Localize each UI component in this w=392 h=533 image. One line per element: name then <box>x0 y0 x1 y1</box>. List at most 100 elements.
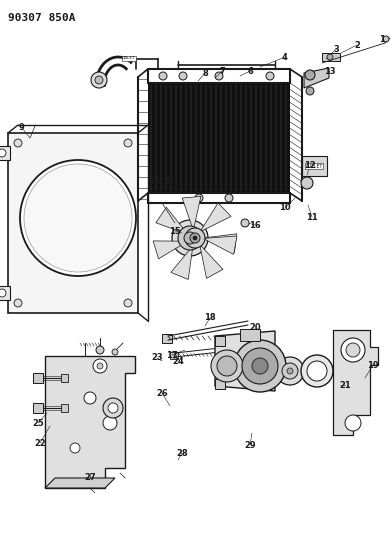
Text: 27: 27 <box>84 473 96 482</box>
Circle shape <box>95 76 103 84</box>
Circle shape <box>215 72 223 80</box>
Circle shape <box>96 346 104 354</box>
Text: 20: 20 <box>249 324 261 333</box>
Circle shape <box>14 139 22 147</box>
Circle shape <box>252 358 268 374</box>
Bar <box>61 404 68 412</box>
Text: 12: 12 <box>304 160 316 169</box>
Text: 3: 3 <box>333 44 339 53</box>
Polygon shape <box>302 156 327 176</box>
Polygon shape <box>171 246 193 279</box>
Circle shape <box>341 338 365 362</box>
Text: 1: 1 <box>379 35 385 44</box>
Bar <box>215 336 225 346</box>
Polygon shape <box>203 236 237 254</box>
Text: 5: 5 <box>165 177 171 187</box>
Circle shape <box>242 348 278 384</box>
Circle shape <box>124 299 132 307</box>
Circle shape <box>112 349 118 355</box>
Bar <box>0 146 10 160</box>
Circle shape <box>20 160 136 276</box>
Text: 17: 17 <box>166 351 178 359</box>
Circle shape <box>306 87 314 95</box>
Circle shape <box>0 289 6 297</box>
Polygon shape <box>322 53 340 61</box>
Polygon shape <box>153 241 188 259</box>
Polygon shape <box>333 330 378 435</box>
Bar <box>240 329 260 341</box>
Circle shape <box>307 361 327 381</box>
Text: 4: 4 <box>282 52 288 61</box>
Circle shape <box>225 194 233 202</box>
Text: 21: 21 <box>339 381 351 390</box>
Text: 29: 29 <box>244 440 256 449</box>
Circle shape <box>282 363 298 379</box>
Circle shape <box>184 232 196 244</box>
Circle shape <box>327 54 333 60</box>
Circle shape <box>185 228 205 248</box>
Circle shape <box>124 139 132 147</box>
Text: 22: 22 <box>34 439 46 448</box>
Circle shape <box>93 359 107 373</box>
Polygon shape <box>45 356 135 488</box>
Circle shape <box>179 72 187 80</box>
Text: 8: 8 <box>202 69 208 77</box>
Circle shape <box>172 220 208 256</box>
Circle shape <box>346 343 360 357</box>
Bar <box>162 334 172 343</box>
Bar <box>33 373 43 383</box>
Text: 2: 2 <box>354 41 360 50</box>
Text: 19: 19 <box>367 360 379 369</box>
Circle shape <box>103 398 123 418</box>
Bar <box>33 403 43 413</box>
Bar <box>0 286 10 300</box>
Circle shape <box>178 226 202 250</box>
Text: 25: 25 <box>32 418 44 427</box>
Bar <box>215 379 225 389</box>
Polygon shape <box>304 68 329 88</box>
Polygon shape <box>203 234 237 253</box>
Polygon shape <box>45 478 115 488</box>
Text: 6: 6 <box>247 67 253 76</box>
Circle shape <box>211 350 243 382</box>
Circle shape <box>345 415 361 431</box>
Circle shape <box>24 164 132 272</box>
Circle shape <box>301 355 333 387</box>
Polygon shape <box>200 203 231 232</box>
Text: 14: 14 <box>148 176 160 185</box>
Text: 7: 7 <box>219 67 225 76</box>
Text: 10: 10 <box>279 204 291 213</box>
Circle shape <box>84 392 96 404</box>
Circle shape <box>305 70 315 80</box>
Text: 11: 11 <box>306 213 318 222</box>
Text: 24: 24 <box>172 357 184 366</box>
Circle shape <box>217 356 237 376</box>
Text: 28: 28 <box>176 448 188 457</box>
Text: 13: 13 <box>324 67 336 76</box>
Circle shape <box>0 149 6 157</box>
Circle shape <box>241 219 249 227</box>
Circle shape <box>97 363 103 369</box>
Bar <box>170 352 178 359</box>
Text: 23: 23 <box>151 353 163 362</box>
Text: OUTLET: OUTLET <box>305 164 323 168</box>
Text: 26: 26 <box>156 389 168 398</box>
Circle shape <box>266 72 274 80</box>
Bar <box>148 83 290 193</box>
Text: 9: 9 <box>19 124 25 133</box>
Circle shape <box>190 233 200 243</box>
Circle shape <box>14 299 22 307</box>
Text: INLET: INLET <box>123 56 135 60</box>
Polygon shape <box>156 207 188 235</box>
Bar <box>8 133 138 313</box>
Circle shape <box>287 368 293 374</box>
Circle shape <box>159 72 167 80</box>
Circle shape <box>195 194 203 202</box>
Circle shape <box>91 72 107 88</box>
Circle shape <box>234 340 286 392</box>
Circle shape <box>103 416 117 430</box>
Text: 16: 16 <box>249 221 261 230</box>
Polygon shape <box>200 245 223 278</box>
Polygon shape <box>215 331 275 391</box>
Text: 90307 850A: 90307 850A <box>8 13 76 23</box>
